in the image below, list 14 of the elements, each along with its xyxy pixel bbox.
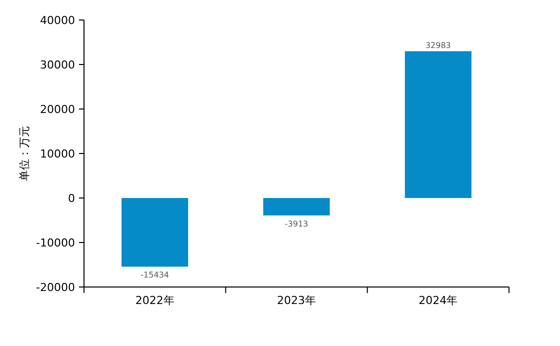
y-tick-label: -10000 [36,236,75,250]
x-tick-label: 2023年 [277,294,316,307]
data-label: -3913 [284,219,308,228]
y-tick-label: 0 [68,192,75,205]
y-tick-label: 10000 [40,148,75,160]
data-label: -15434 [140,270,170,280]
y-tick-label: 20000 [40,103,75,116]
y-axis-title: 单位：万元 [18,126,31,181]
y-tick-label: 40000 [40,14,75,27]
x-tick-label: 2022年 [135,294,174,307]
y-tick-label: 30000 [40,58,75,72]
data-label: 32983 [425,41,451,50]
y-tick-label: -20000 [36,281,75,294]
x-tick-label: 2024年 [418,294,458,307]
